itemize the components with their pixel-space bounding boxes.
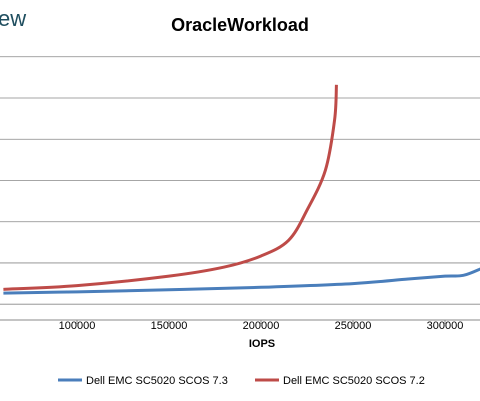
legend-label: Dell EMC SC5020 SCOS 7.3 (86, 375, 228, 387)
x-tick-label: 100000 (59, 320, 96, 332)
x-tick-label: 250000 (335, 320, 372, 332)
watermark: ew (0, 6, 26, 31)
x-axis-label: IOPS (249, 338, 275, 350)
x-tick-label: 200000 (243, 320, 280, 332)
x-tick-label: 300000 (427, 320, 464, 332)
series-line (3, 84, 338, 291)
series-line (3, 267, 480, 295)
legend-label: Dell EMC SC5020 SCOS 7.2 (283, 375, 425, 387)
chart-title: OracleWorkload (171, 15, 309, 35)
x-tick-label: 150000 (151, 320, 188, 332)
